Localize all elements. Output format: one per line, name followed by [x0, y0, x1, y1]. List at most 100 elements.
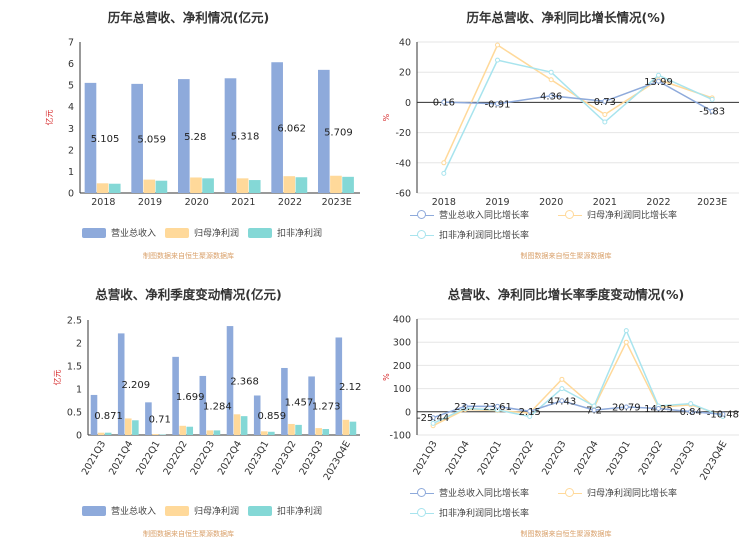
x-tick-label: 2023Q4E — [322, 439, 353, 482]
data-label: -5.83 — [699, 107, 725, 118]
chart-panel-annual-revenue: 历年总营收、净利情况(亿元) 亿元 0 1 2 3 4 5 6 7 2018 2019 2020 202… — [0, 0, 377, 270]
legend-label: 扣非净利润 — [277, 229, 323, 239]
y-tick-label: 300 — [393, 338, 411, 349]
x-tick-label: 2021Q3 — [80, 439, 108, 477]
series-point-2 — [709, 96, 715, 102]
y-tick-label: 7 — [68, 38, 74, 49]
y-tick-label: 40 — [399, 38, 411, 49]
x-tick-label: 2022Q2 — [161, 439, 189, 477]
series-point-0 — [495, 403, 500, 409]
x-tick-label: 2023Q1 — [243, 439, 271, 477]
series-line-2 — [443, 59, 713, 174]
series-point-1 — [548, 77, 554, 83]
bar-2 — [240, 416, 248, 435]
bar-0 — [271, 62, 283, 193]
x-tick-label: 2023Q1 — [605, 439, 633, 477]
y-tick-label: 1 — [68, 167, 74, 178]
y-tick-label: 3 — [68, 124, 74, 135]
bar-0 — [335, 337, 343, 435]
y-tick-label: 2 — [76, 339, 82, 350]
legend-label: 扣非净利润同比增长率 — [439, 509, 530, 519]
series-point-0 — [602, 98, 608, 104]
y-tick-label: 200 — [393, 361, 411, 372]
series-line-2 — [432, 328, 724, 425]
data-label: 23.7 — [454, 402, 476, 413]
series-point-0 — [462, 403, 468, 409]
x-tick-label: 2021 — [593, 197, 617, 208]
legend-label: 归母净利润 — [194, 229, 240, 239]
series-point-2 — [548, 69, 554, 75]
legend-label: 扣非净利润同比增长率 — [439, 231, 530, 241]
bar-0 — [84, 82, 97, 193]
y-tick-label: 5 — [68, 81, 74, 92]
x-tick-label: 2023Q2 — [270, 439, 298, 477]
x-tick-label: 2022Q1 — [134, 439, 162, 477]
bar-1 — [315, 428, 322, 435]
legend-swatch — [248, 227, 272, 238]
chart-title: 总营收、净利同比增长率季度变动情况(%) — [447, 287, 685, 302]
y-tick-label: 0.5 — [67, 408, 82, 419]
data-label: 1.273 — [312, 402, 341, 413]
bar-1 — [96, 183, 109, 193]
bar-2 — [342, 176, 354, 193]
x-tick-label: 2018 — [432, 197, 456, 208]
y-tick-label: 0 — [405, 407, 411, 418]
y-tick-label: 0 — [405, 98, 411, 109]
series-point-0 — [623, 404, 629, 410]
bar-1 — [233, 414, 241, 435]
x-tick-label: 2022Q3 — [189, 439, 217, 477]
bar-2 — [295, 177, 308, 193]
series-point-2 — [527, 413, 533, 419]
data-label: 6.062 — [277, 124, 306, 135]
data-label: 5.318 — [231, 132, 260, 143]
chart-panel-quarterly-growth: 总营收、净利同比增长率季度变动情况(%) % -100 0 100 200 300 400 2… — [377, 276, 755, 549]
source-note: 制图数据来自恒生聚源数据库 — [520, 252, 612, 260]
bar-2 — [186, 426, 194, 435]
data-label: 0.859 — [257, 411, 286, 422]
chart-panel-annual-growth: 历年总营收、净利同比增长情况(%) % -60 -40 -20 0 20 40 2018 201… — [377, 0, 755, 270]
bar-1 — [236, 178, 249, 193]
x-tick-label: 2023Q3 — [669, 439, 697, 477]
bar-1 — [179, 425, 186, 435]
x-tick-label: 2021 — [231, 197, 255, 208]
series-point-0 — [656, 405, 661, 411]
data-label: 2.15 — [519, 407, 541, 418]
data-label: 5.059 — [137, 134, 166, 145]
series-point-2 — [656, 72, 661, 78]
legend-symbol — [410, 229, 434, 240]
series-point-2 — [623, 328, 629, 334]
bar-1 — [288, 423, 295, 435]
bar-1 — [143, 179, 156, 193]
series-point-0 — [527, 408, 533, 414]
data-label: 5.105 — [91, 134, 120, 145]
bar-2 — [202, 178, 214, 193]
bar-1 — [97, 432, 105, 435]
y-tick-label: 0 — [68, 189, 74, 200]
data-label: 2.209 — [121, 380, 150, 391]
x-tick-label: 2023E — [322, 197, 352, 208]
legend-swatch — [82, 505, 106, 516]
y-tick-label: 1 — [76, 385, 82, 396]
y-tick-label: 6 — [68, 59, 74, 70]
y-axis-label: 亿元 — [52, 370, 62, 386]
data-label: 47.43 — [548, 396, 577, 407]
bar-1 — [152, 434, 159, 435]
chart-plot: 亿元 0 1 2 3 4 5 6 7 2018 2019 2020 2021 2022 2023E 5.105… — [44, 38, 360, 208]
legend-swatch — [165, 227, 189, 238]
x-tick-label: 2023Q2 — [637, 439, 665, 477]
y-tick-label: 20 — [399, 68, 411, 79]
legend-symbol — [410, 507, 434, 518]
source-note: 制图数据来自恒生聚源数据库 — [520, 530, 612, 538]
data-label: 14.25 — [644, 404, 673, 415]
bar-2 — [108, 183, 121, 193]
source-note: 制图数据来自恒生聚源数据库 — [143, 530, 234, 538]
series-point-0 — [430, 415, 436, 421]
bar-2 — [155, 180, 168, 193]
series-point-0 — [591, 407, 597, 413]
chart-title: 历年总营收、净利情况(亿元) — [107, 10, 270, 25]
x-tick-label: 2019 — [485, 197, 509, 208]
data-label: 1.457 — [285, 397, 314, 408]
y-tick-label: 1.5 — [67, 362, 82, 373]
bar-0 — [224, 78, 237, 193]
x-tick-label: 2018 — [91, 197, 115, 208]
